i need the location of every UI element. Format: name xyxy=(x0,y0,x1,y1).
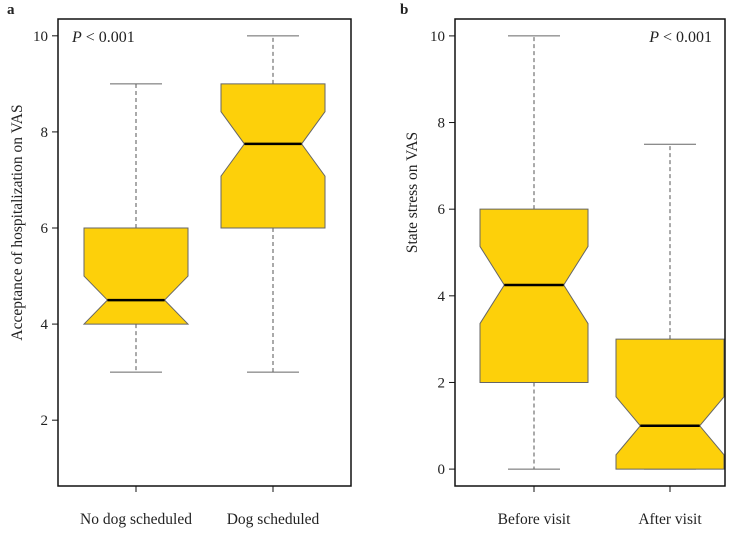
panel-label: b xyxy=(400,2,408,18)
p-value-text: < 0.001 xyxy=(659,29,712,46)
p-symbol: P xyxy=(648,29,659,46)
y-tick-label: 2 xyxy=(41,413,49,429)
plot-frame xyxy=(454,18,726,487)
p-value-annotation: P < 0.001 xyxy=(71,29,135,46)
plot-frame xyxy=(57,18,352,487)
y-tick-label: 2 xyxy=(438,375,446,391)
p-symbol: P xyxy=(71,29,82,46)
box-0 xyxy=(82,83,190,373)
y-tick-label: 4 xyxy=(438,289,446,305)
y-tick-label: 10 xyxy=(33,29,48,45)
notched-box xyxy=(615,338,725,470)
y-tick-label: 4 xyxy=(41,317,49,333)
y-axis-label: State stress on VAS xyxy=(404,132,421,253)
p-value-text: < 0.001 xyxy=(82,29,135,46)
notched-box xyxy=(82,227,190,325)
y-axis-label: Acceptance of hospitalization on VAS xyxy=(9,104,26,340)
box-1 xyxy=(615,143,725,470)
box-0 xyxy=(479,35,589,470)
notched-box xyxy=(479,208,589,383)
y-tick-label: 6 xyxy=(438,202,446,218)
x-tick-label: After visit xyxy=(638,511,702,528)
panel-a: a 2 4 6 8 10 No dog scheduled Dog scheduled Acce… xyxy=(7,2,352,528)
x-tick-label: Before visit xyxy=(498,511,571,528)
panel-b: b 0 2 4 6 8 10 Before visit After visit State str… xyxy=(400,2,726,528)
y-tick-label: 8 xyxy=(438,116,446,132)
p-value-annotation: P < 0.001 xyxy=(648,29,712,46)
y-tick-label: 10 xyxy=(430,29,445,45)
panel-label: a xyxy=(7,2,15,18)
y-tick-label: 8 xyxy=(41,125,49,141)
y-tick-label: 0 xyxy=(438,462,446,478)
x-tick-label: No dog scheduled xyxy=(80,511,192,528)
x-tick-label: Dog scheduled xyxy=(227,511,320,528)
y-tick-label: 6 xyxy=(41,221,49,237)
notched-box xyxy=(220,83,326,229)
box-1 xyxy=(220,35,326,373)
